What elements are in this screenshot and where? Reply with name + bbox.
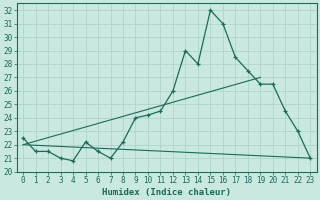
X-axis label: Humidex (Indice chaleur): Humidex (Indice chaleur) — [102, 188, 231, 197]
